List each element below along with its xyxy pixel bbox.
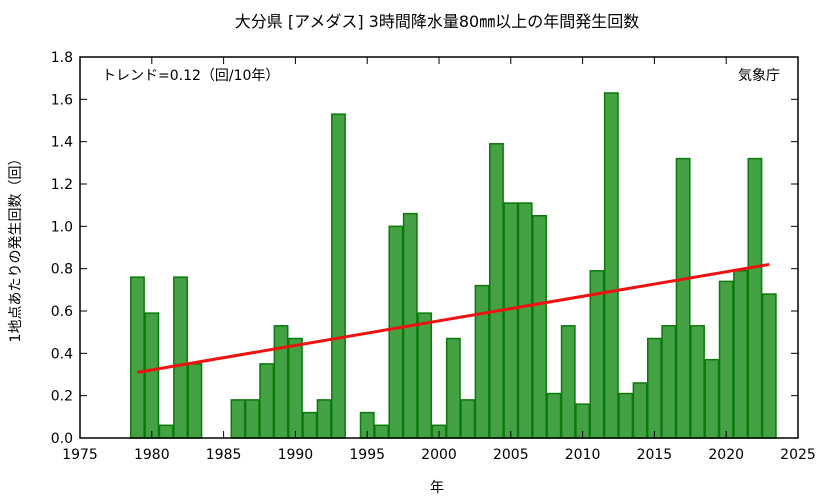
bar-1988 [259, 363, 275, 439]
bar-1989 [273, 325, 289, 439]
bar-2016 [661, 325, 677, 439]
y-tick-label: 0.4 [51, 346, 73, 362]
axis-ticks: 1975 1980 1985 1990 1995 2000 2005 2010 2015 2020… [51, 50, 816, 463]
bar-2003 [474, 284, 490, 439]
x-axis-label: 年 [430, 480, 444, 496]
y-tick-label: 1.0 [51, 219, 73, 235]
bar-1992 [316, 399, 332, 439]
y-axis-label: 1地点あたりの発生回数（回） [8, 152, 24, 343]
bar-2018 [690, 325, 705, 439]
y-tick-label: 1.6 [51, 92, 73, 108]
bar-2013 [618, 392, 634, 439]
x-tick-label: 1975 [62, 447, 98, 463]
bar-1996 [374, 424, 389, 439]
bar-2023 [761, 293, 777, 439]
x-tick-label: 2015 [637, 447, 673, 463]
bar-1983 [187, 363, 203, 439]
bar-2006 [517, 202, 533, 439]
bar-2017 [675, 157, 691, 439]
bar-1980 [144, 312, 160, 439]
chart-title: 大分県 [アメダス] 3時間降水量80㎜以上の年間発生回数 [235, 12, 639, 31]
source-label: 気象庁 [738, 68, 780, 84]
x-tick-label: 2025 [780, 447, 816, 463]
bar-2020 [718, 280, 734, 439]
bar-1990 [287, 337, 303, 439]
x-tick-label: 1985 [206, 447, 242, 463]
bar-2007 [532, 215, 547, 439]
x-tick-label: 1980 [134, 447, 170, 463]
y-tick-label: 1.8 [51, 50, 73, 66]
x-tick-label: 2005 [493, 447, 529, 463]
bar-2012 [603, 92, 619, 439]
bar-1997 [388, 225, 404, 439]
trend-line [137, 262, 770, 374]
y-tick-label: 0.2 [51, 389, 73, 405]
x-tick-label: 2010 [565, 447, 601, 463]
y-tick-label: 1.4 [51, 135, 73, 151]
bar-2001 [445, 337, 461, 439]
x-tick-label: 2020 [708, 447, 744, 463]
bar-1981 [158, 424, 174, 439]
x-tick-label: 2000 [421, 447, 457, 463]
bar-1993 [331, 113, 346, 439]
y-tick-label: 0.0 [51, 431, 73, 447]
bar-2005 [503, 202, 519, 439]
bar-2009 [560, 325, 576, 439]
y-tick-label: 1.2 [51, 177, 73, 193]
bar-2022 [747, 157, 763, 439]
bar-2002 [460, 399, 476, 439]
bar-group [130, 92, 777, 439]
bar-1986 [230, 399, 246, 439]
bar-1999 [417, 312, 433, 439]
bar-1991 [302, 411, 318, 439]
bar-2014 [632, 382, 648, 439]
x-tick-label: 1995 [349, 447, 385, 463]
bar-2015 [646, 337, 662, 439]
bar-2008 [546, 392, 562, 439]
bar-2004 [489, 143, 504, 439]
bar-1979 [130, 276, 145, 439]
trend-label: トレンド=0.12（回/10年） [102, 68, 279, 84]
bar-1982 [173, 276, 188, 439]
y-tick-label: 0.6 [51, 304, 73, 320]
x-tick-label: 1990 [278, 447, 314, 463]
bar-1987 [244, 399, 260, 439]
bar-2019 [704, 358, 720, 439]
y-tick-label: 0.8 [51, 262, 73, 278]
bar-2021 [733, 270, 748, 439]
